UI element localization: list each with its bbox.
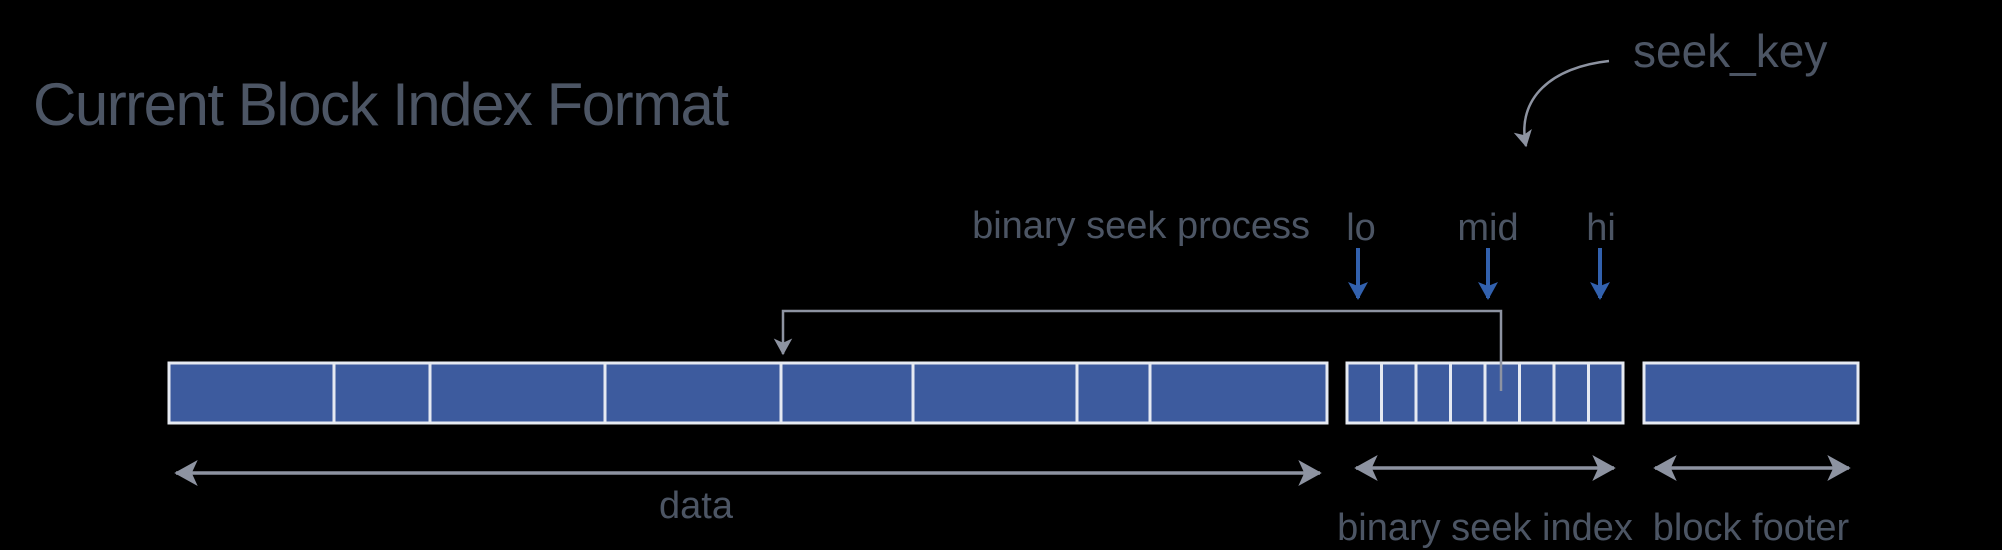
block-row [167,361,1860,425]
index-cell [1380,361,1418,425]
seek-key-label: seek_key [1633,25,1827,77]
data-segment [332,361,432,425]
block-footer-region-label: block footer [1653,507,1850,549]
binary-seek-index-region-label: binary seek index [1337,507,1633,549]
data-segment [603,361,783,425]
seek-key-arrow [1513,59,1610,148]
mid-label: mid [1457,207,1518,249]
index-cell [1552,361,1590,425]
index-cell [1414,361,1452,425]
data-region-label: data [659,485,734,527]
hi-label: hi [1586,207,1616,249]
index-cell [1449,361,1487,425]
data-segment [1075,361,1152,425]
data-segment [428,361,607,425]
data-segment [167,361,336,425]
data-segment [911,361,1079,425]
data-segment [779,361,915,425]
index-cell [1345,361,1383,425]
diagram-title: Current Block Index Format [33,71,729,138]
lo-label: lo [1346,207,1376,249]
index-cell [1518,361,1556,425]
index-cell [1587,361,1625,425]
mid-to-datablock-connector [773,309,1503,391]
block-footer-cell [1642,361,1860,425]
data-segment [1148,361,1329,425]
binary-seek-process-label: binary seek process [972,205,1310,247]
